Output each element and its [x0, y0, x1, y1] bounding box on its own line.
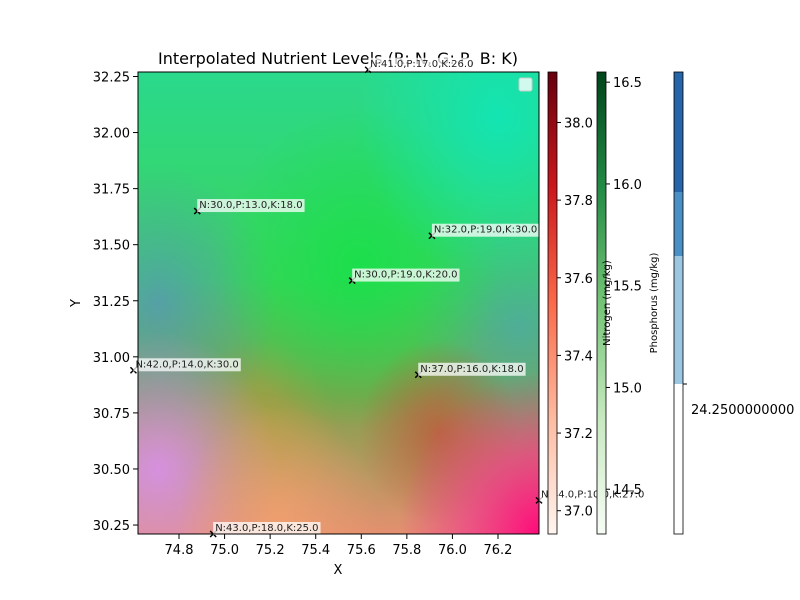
x-tick-label: 75.6 — [347, 543, 376, 558]
y-tick-label: 31.25 — [93, 295, 130, 310]
x-tick-label: 76.2 — [484, 543, 513, 558]
colorbar-segment — [674, 384, 683, 534]
point-annotation: N:44.0,P:10.0,K:27.0 — [541, 489, 644, 500]
y-tick-label: 30.75 — [93, 407, 130, 422]
colorbar-segment — [674, 72, 683, 192]
colorbar-label: Phosphorus (mg/kg) — [649, 253, 660, 354]
x-tick-label: 75.0 — [210, 543, 239, 558]
x-tick-label: 76.0 — [438, 543, 467, 558]
colorbar-tick-label: 15.0 — [613, 381, 642, 396]
colorbar-tick-label: 14.5 — [613, 483, 642, 498]
y-axis: 30.25 30.50 30.75 31.00 31.25 31.50 31.75 32.00… — [93, 70, 138, 534]
x-axis-label: X — [334, 563, 343, 578]
x-tick-label: 75.2 — [256, 543, 285, 558]
x-axis: 74.8 75.0 75.2 75.4 75.6 75.8 76.0 76.2 — [165, 534, 513, 558]
colorbar-tick-label: 24.2500000000 — [691, 403, 794, 418]
point-annotation: N:37.0,P:16.0,K:18.0 — [420, 364, 523, 375]
legend-box — [518, 77, 533, 92]
colorbar-tick-label: 37.2 — [564, 427, 593, 442]
colorbars: 37.0 37.2 37.4 37.6 37.8 38.0 14.5 15.0 15.5 16.0… — [547, 71, 794, 535]
colorbar-tick-label: 38.0 — [564, 116, 593, 131]
point-annotation: N:41.0,P:17.0,K:26.0 — [370, 59, 473, 70]
colorbar-segment — [674, 192, 683, 256]
point-annotation: N:30.0,P:19.0,K:20.0 — [354, 270, 457, 281]
x-tick-label: 75.8 — [392, 543, 421, 558]
colorbar-label: Nitrogen (mg/kg) — [602, 260, 613, 346]
y-tick-label: 31.75 — [93, 183, 130, 198]
y-tick-label: 31.50 — [93, 239, 130, 254]
y-tick-label: 31.00 — [93, 351, 130, 366]
sample-point: N:30.0,P:13.0,K:18.0 — [193, 199, 305, 215]
sample-point: N:42.0,P:14.0,K:30.0 — [129, 358, 241, 374]
x-tick-label: 75.4 — [301, 543, 330, 558]
colorbar-tick-label: 37.6 — [564, 272, 593, 287]
y-tick-label: 32.00 — [93, 127, 130, 142]
colorbar-tick-label: 16.0 — [613, 178, 642, 193]
sample-point: N:43.0,P:18.0,K:25.0 — [209, 522, 321, 538]
plot-frame — [137, 71, 540, 535]
sample-points: N:41.0,P:17.0,K:26.0 N:30.0,P:13.0,K:18.0… — [129, 57, 647, 538]
colorbar-nitrogen: 37.0 37.2 37.4 37.6 37.8 38.0 — [547, 71, 593, 535]
sample-point: N:37.0,P:16.0,K:18.0 — [414, 362, 526, 379]
colorbar-phosphorus: 14.5 15.0 15.5 16.0 16.5 Nitrogen (mg/kg) — [596, 71, 642, 535]
x-tick-label: 74.8 — [165, 543, 194, 558]
colorbar-segment — [674, 256, 683, 384]
point-annotation: N:43.0,P:18.0,K:25.0 — [215, 523, 318, 534]
sample-point: N:41.0,P:17.0,K:26.0 — [364, 57, 476, 74]
sample-point: N:30.0,P:19.0,K:20.0 — [348, 268, 460, 285]
colorbar-potassium: 24.2500000000 Phosphorus (mg/kg) — [649, 71, 794, 535]
y-axis-label: Y — [69, 299, 84, 308]
heatmap-field — [138, 72, 539, 534]
colorbar-tick-label: 37.4 — [564, 349, 593, 364]
colorbar-tick-label: 37.0 — [564, 505, 593, 520]
y-tick-label: 32.25 — [93, 70, 130, 85]
colorbar-tick-label: 15.5 — [613, 280, 642, 295]
colorbar-segments — [674, 72, 683, 534]
point-annotation: N:30.0,P:13.0,K:18.0 — [199, 200, 302, 211]
y-tick-label: 30.25 — [93, 519, 130, 534]
sample-point: N:32.0,P:19.0,K:30.0 — [428, 223, 540, 240]
colorbar-tick-label: 16.5 — [613, 76, 642, 91]
point-annotation: N:42.0,P:14.0,K:30.0 — [135, 359, 238, 370]
point-annotation: N:32.0,P:19.0,K:30.0 — [434, 225, 537, 236]
colorbar-tick-label: 37.8 — [564, 194, 593, 209]
y-tick-label: 30.50 — [93, 463, 130, 478]
